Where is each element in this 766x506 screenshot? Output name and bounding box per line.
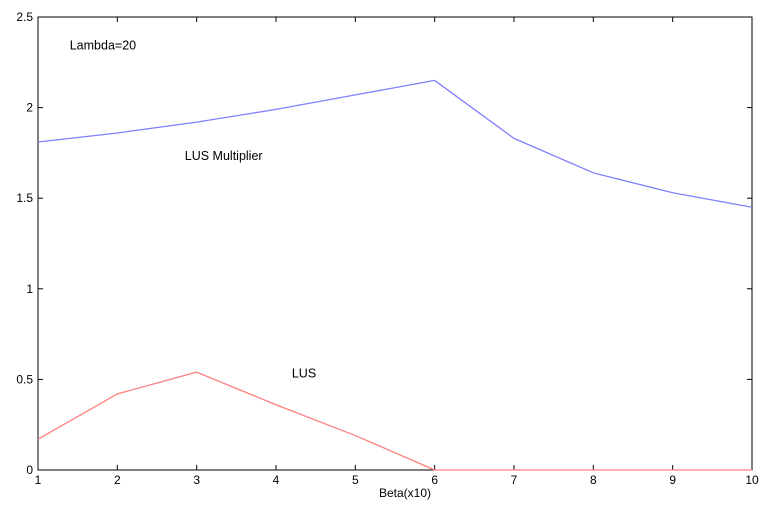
y-tick-label: 1.5 — [16, 191, 33, 205]
x-tick-label: 6 — [431, 473, 438, 487]
y-tick-label: 1 — [26, 282, 33, 296]
annotation-layer: Lambda=20 LUS Multiplier LUS — [70, 39, 316, 381]
x-tick-label: 7 — [511, 473, 518, 487]
x-tick-label: 5 — [352, 473, 359, 487]
axis-tick-labels: 1 2 3 4 5 6 7 8 9 10 0 0.5 1 1.5 2 2.5 — [16, 10, 759, 487]
y-tick-label: 0 — [26, 463, 33, 477]
y-tick-label: 2 — [26, 101, 33, 115]
y-tick-label: 2.5 — [16, 10, 33, 24]
x-tick-label: 10 — [745, 473, 759, 487]
annotation-label: Lambda=20 — [70, 39, 136, 53]
series-line-1 — [37, 371, 752, 471]
x-tick-label: 8 — [590, 473, 597, 487]
x-tick-label: 9 — [669, 473, 676, 487]
x-axis-label: Beta(x10) — [379, 486, 431, 500]
x-tick-label: 3 — [193, 473, 200, 487]
annotation-label: LUS — [292, 367, 316, 381]
x-tick-label: 1 — [35, 473, 42, 487]
y-tick-label: 0.5 — [16, 372, 33, 386]
plot-area-frame — [37, 16, 753, 471]
annotation-label: LUS Multiplier — [185, 149, 263, 163]
x-tick-label: 4 — [273, 473, 280, 487]
x-tick-label: 2 — [114, 473, 121, 487]
series-layer — [37, 79, 753, 471]
series-line-0 — [37, 79, 753, 208]
